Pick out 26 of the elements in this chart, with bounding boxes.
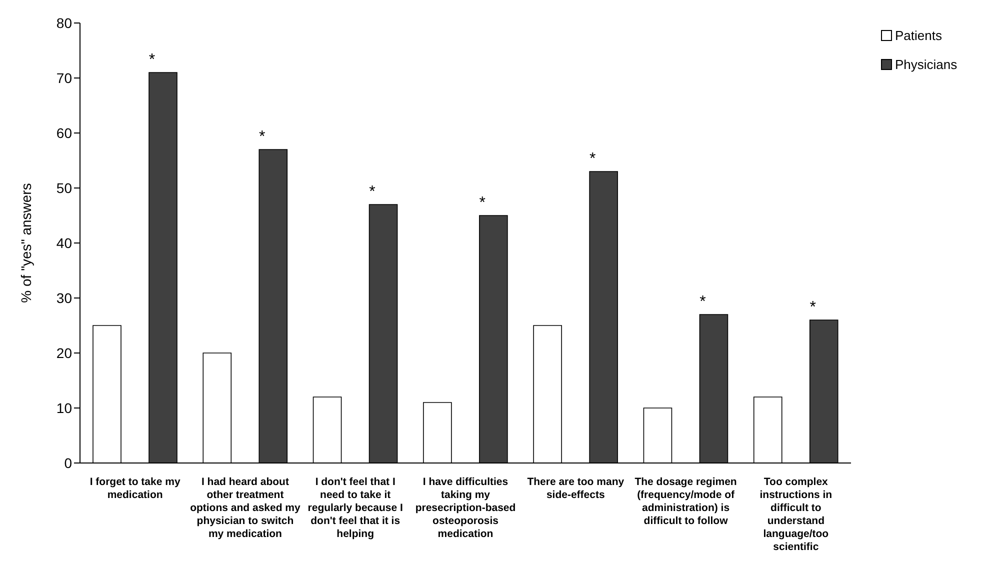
annotation: *	[589, 150, 596, 168]
x-tick-label: Too complex instructions in difficult to understand language/too scientific	[760, 476, 832, 553]
x-tick-label: I had heard about other treatment options and asked my physician to switch my medication	[190, 476, 301, 540]
legend-label: Physicians	[895, 57, 958, 72]
y-tick-label: 0	[64, 454, 72, 471]
annotation: *	[148, 52, 156, 68]
annotation: *	[479, 194, 486, 212]
x-tick-label: I have difficulties taking my presecription-based osteoporosis medication	[415, 476, 516, 540]
y-tick-label: 30	[56, 290, 72, 306]
y-tick-label: 60	[56, 124, 72, 141]
y-tick-label: 70	[56, 70, 72, 86]
annotation: *	[369, 184, 376, 200]
x-tick-label: I don't feel that I need to take it regularly because I don't feel that it is helping	[308, 476, 403, 540]
annotation: *	[700, 294, 706, 310]
annotation: *	[259, 128, 266, 146]
y-tick-label: 10	[56, 400, 72, 416]
y-tick-label: 80	[56, 14, 72, 31]
y-axis-title: % of "yes" answers	[18, 183, 34, 303]
y-tick-label: 40	[56, 234, 72, 251]
annotation: *	[810, 299, 816, 316]
x-tick-label: I forget to take my medication	[90, 476, 180, 501]
x-tick-label: The dosage regimen (frequency/mode of administration) is difficult to follow	[634, 476, 737, 527]
x-tick-label: There are too many side-effects	[527, 476, 624, 501]
y-tick-label: 20	[56, 344, 72, 361]
y-tick-label: 50	[56, 180, 72, 196]
legend-label: Patients	[895, 28, 942, 43]
